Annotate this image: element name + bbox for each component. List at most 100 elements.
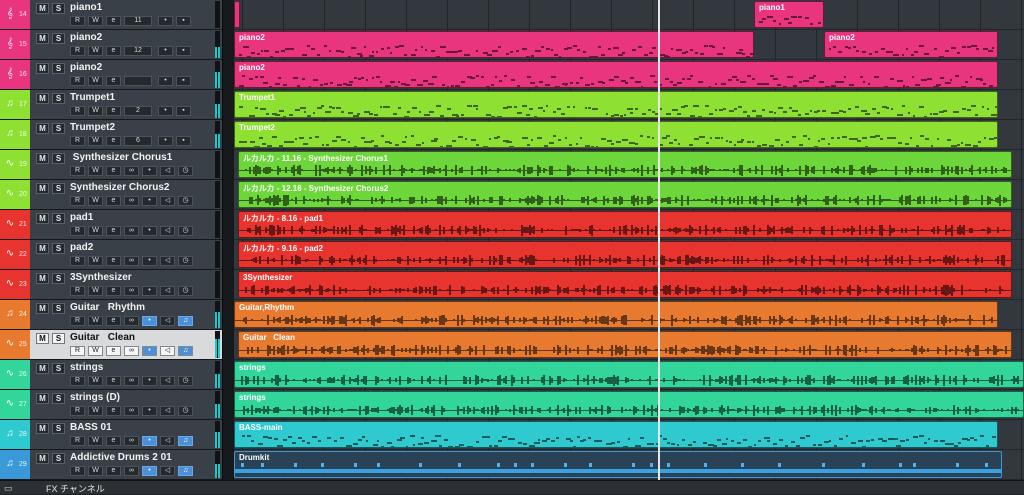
mute-button[interactable]: M: [36, 243, 49, 254]
track-event[interactable]: piano2: [234, 31, 754, 58]
track-event[interactable]: ルカルカ - 8.16 - pad1: [238, 211, 1012, 238]
edit-channel-icon[interactable]: e: [106, 166, 121, 176]
link-icon[interactable]: ∞: [124, 406, 139, 416]
track-name[interactable]: 3Synthesizer: [70, 272, 132, 283]
write-automation-button[interactable]: W: [88, 286, 103, 296]
speaker-icon[interactable]: ◁: [160, 196, 175, 206]
channel-settings-icon[interactable]: ▪: [176, 136, 191, 146]
instrument-edit-icon[interactable]: ♫: [178, 346, 193, 356]
edit-channel-icon[interactable]: e: [106, 226, 121, 236]
mute-button[interactable]: M: [36, 333, 49, 344]
speaker-icon[interactable]: ◁: [160, 166, 175, 176]
edit-channel-icon[interactable]: e: [106, 46, 121, 56]
link-icon[interactable]: ∞: [124, 196, 139, 206]
channel-settings-icon[interactable]: ▪: [176, 46, 191, 56]
track-event[interactable]: [234, 1, 240, 28]
solo-button[interactable]: S: [52, 153, 65, 164]
solo-button[interactable]: S: [52, 33, 65, 44]
speaker-icon[interactable]: ◁: [160, 466, 175, 476]
write-automation-button[interactable]: W: [88, 166, 103, 176]
solo-button[interactable]: S: [52, 123, 65, 134]
track-event[interactable]: 3Synthesizer: [238, 271, 1012, 298]
instrument-edit-icon[interactable]: ♫: [178, 466, 193, 476]
monitor-icon[interactable]: •: [142, 256, 157, 266]
solo-button[interactable]: S: [52, 303, 65, 314]
link-icon[interactable]: ∞: [124, 316, 139, 326]
monitor-icon[interactable]: •: [158, 76, 173, 86]
read-automation-button[interactable]: R: [70, 46, 85, 56]
track-name[interactable]: Trumpet1: [70, 92, 116, 103]
midi-channel-field[interactable]: 12: [124, 46, 152, 56]
write-automation-button[interactable]: W: [88, 436, 103, 446]
channel-settings-icon[interactable]: ▪: [176, 16, 191, 26]
edit-channel-icon[interactable]: e: [106, 256, 121, 266]
monitor-icon[interactable]: •: [158, 16, 173, 26]
track-name[interactable]: Guitar Rhythm: [70, 302, 146, 313]
track-name[interactable]: Addictive Drums 2 01: [70, 452, 172, 463]
solo-button[interactable]: S: [52, 93, 65, 104]
track-name[interactable]: piano1: [70, 2, 103, 13]
write-automation-button[interactable]: W: [88, 346, 103, 356]
fx-channel-folder-bar[interactable]: ▭ FX チャンネル: [0, 480, 1024, 494]
speaker-icon[interactable]: ◁: [160, 256, 175, 266]
solo-button[interactable]: S: [52, 3, 65, 14]
link-icon[interactable]: ∞: [124, 466, 139, 476]
write-automation-button[interactable]: W: [88, 406, 103, 416]
solo-button[interactable]: S: [52, 453, 65, 464]
track-event[interactable]: Guitar Clean: [238, 331, 1012, 358]
timebase-icon[interactable]: ◷: [178, 286, 193, 296]
monitor-icon[interactable]: •: [142, 436, 157, 446]
timebase-icon[interactable]: ◷: [178, 406, 193, 416]
track-name[interactable]: Synthesizer Chorus2: [70, 182, 170, 193]
edit-channel-icon[interactable]: e: [106, 76, 121, 86]
track-name[interactable]: pad2: [70, 242, 94, 253]
mute-button[interactable]: M: [36, 423, 49, 434]
monitor-icon[interactable]: •: [142, 346, 157, 356]
track-event[interactable]: BASS-main: [234, 421, 998, 448]
timebase-icon[interactable]: ◷: [178, 166, 193, 176]
read-automation-button[interactable]: R: [70, 286, 85, 296]
track-name[interactable]: Trumpet2: [70, 122, 116, 133]
monitor-icon[interactable]: •: [142, 316, 157, 326]
edit-channel-icon[interactable]: e: [106, 106, 121, 116]
track-name[interactable]: BASS 01: [70, 422, 112, 433]
read-automation-button[interactable]: R: [70, 316, 85, 326]
read-automation-button[interactable]: R: [70, 16, 85, 26]
midi-channel-field[interactable]: [124, 76, 152, 86]
track-name[interactable]: piano2: [70, 32, 103, 43]
edit-channel-icon[interactable]: e: [106, 316, 121, 326]
mute-button[interactable]: M: [36, 363, 49, 374]
monitor-icon[interactable]: •: [142, 466, 157, 476]
write-automation-button[interactable]: W: [88, 136, 103, 146]
track-event[interactable]: Drumkit: [234, 451, 1002, 478]
link-icon[interactable]: ∞: [124, 286, 139, 296]
solo-button[interactable]: S: [52, 243, 65, 254]
mute-button[interactable]: M: [36, 3, 49, 14]
midi-channel-field[interactable]: 6: [124, 136, 152, 146]
timebase-icon[interactable]: ◷: [178, 196, 193, 206]
read-automation-button[interactable]: R: [70, 406, 85, 416]
write-automation-button[interactable]: W: [88, 376, 103, 386]
mute-button[interactable]: M: [36, 183, 49, 194]
mute-button[interactable]: M: [36, 273, 49, 284]
speaker-icon[interactable]: ◁: [160, 436, 175, 446]
write-automation-button[interactable]: W: [88, 316, 103, 326]
solo-button[interactable]: S: [52, 363, 65, 374]
read-automation-button[interactable]: R: [70, 466, 85, 476]
write-automation-button[interactable]: W: [88, 16, 103, 26]
panel-splitter[interactable]: [222, 0, 234, 480]
edit-channel-icon[interactable]: e: [106, 436, 121, 446]
track-name[interactable]: Synthesizer Chorus1: [70, 152, 173, 163]
solo-button[interactable]: S: [52, 423, 65, 434]
monitor-icon[interactable]: •: [142, 286, 157, 296]
monitor-icon[interactable]: •: [158, 46, 173, 56]
